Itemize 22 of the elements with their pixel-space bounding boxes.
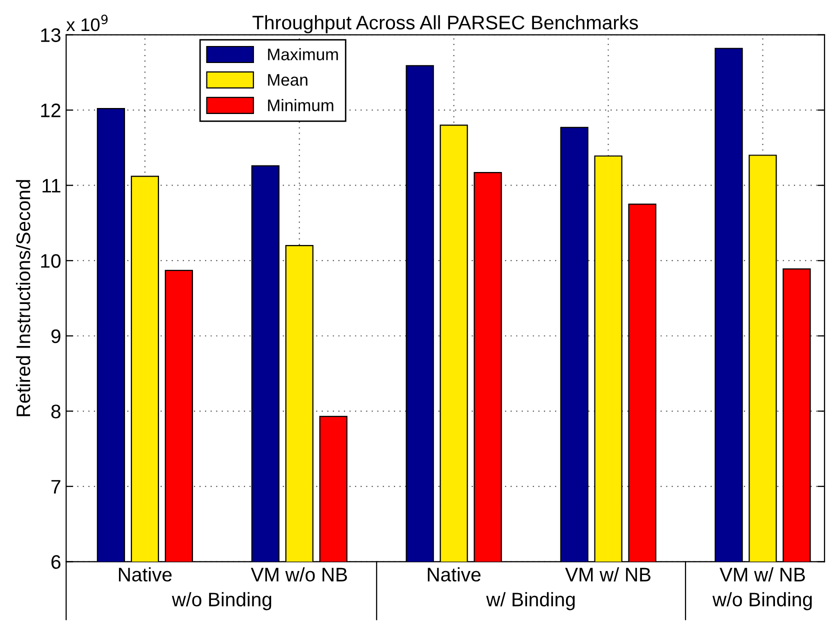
legend-label: Mean <box>268 74 308 86</box>
legend-label: Minimum <box>268 99 334 112</box>
text: w/ Binding <box>486 592 575 610</box>
x-tick-label: VM w/ NB <box>720 567 805 582</box>
y-axis-title: Retired Instructions/Second <box>16 180 30 416</box>
x-tick-label: VM w/o NB <box>250 567 347 582</box>
y-tick-label: 8 <box>51 404 60 418</box>
text: x 10$^{9}$ <box>66 14 108 32</box>
text: w/o Binding <box>712 592 812 610</box>
y-tick-label: 9 <box>51 329 60 344</box>
x-tick-label: Native <box>428 567 481 582</box>
y-tick-label: 11 <box>42 179 60 192</box>
y-tick-label: 7 <box>51 480 60 494</box>
chart-title: Throughput Across All PARSEC Benchmarks <box>252 15 638 34</box>
y-tick-label: 10 <box>41 254 61 268</box>
y-tick-label: 6 <box>51 555 60 569</box>
legend-label: Maximum <box>268 48 338 60</box>
y-tick-label: 12 <box>41 104 60 118</box>
y-tick-label: 13 <box>41 28 60 42</box>
text: w/o Binding <box>172 592 272 610</box>
x-tick-label: VM w/ NB <box>565 567 650 582</box>
x-tick-label: Native <box>118 567 172 582</box>
